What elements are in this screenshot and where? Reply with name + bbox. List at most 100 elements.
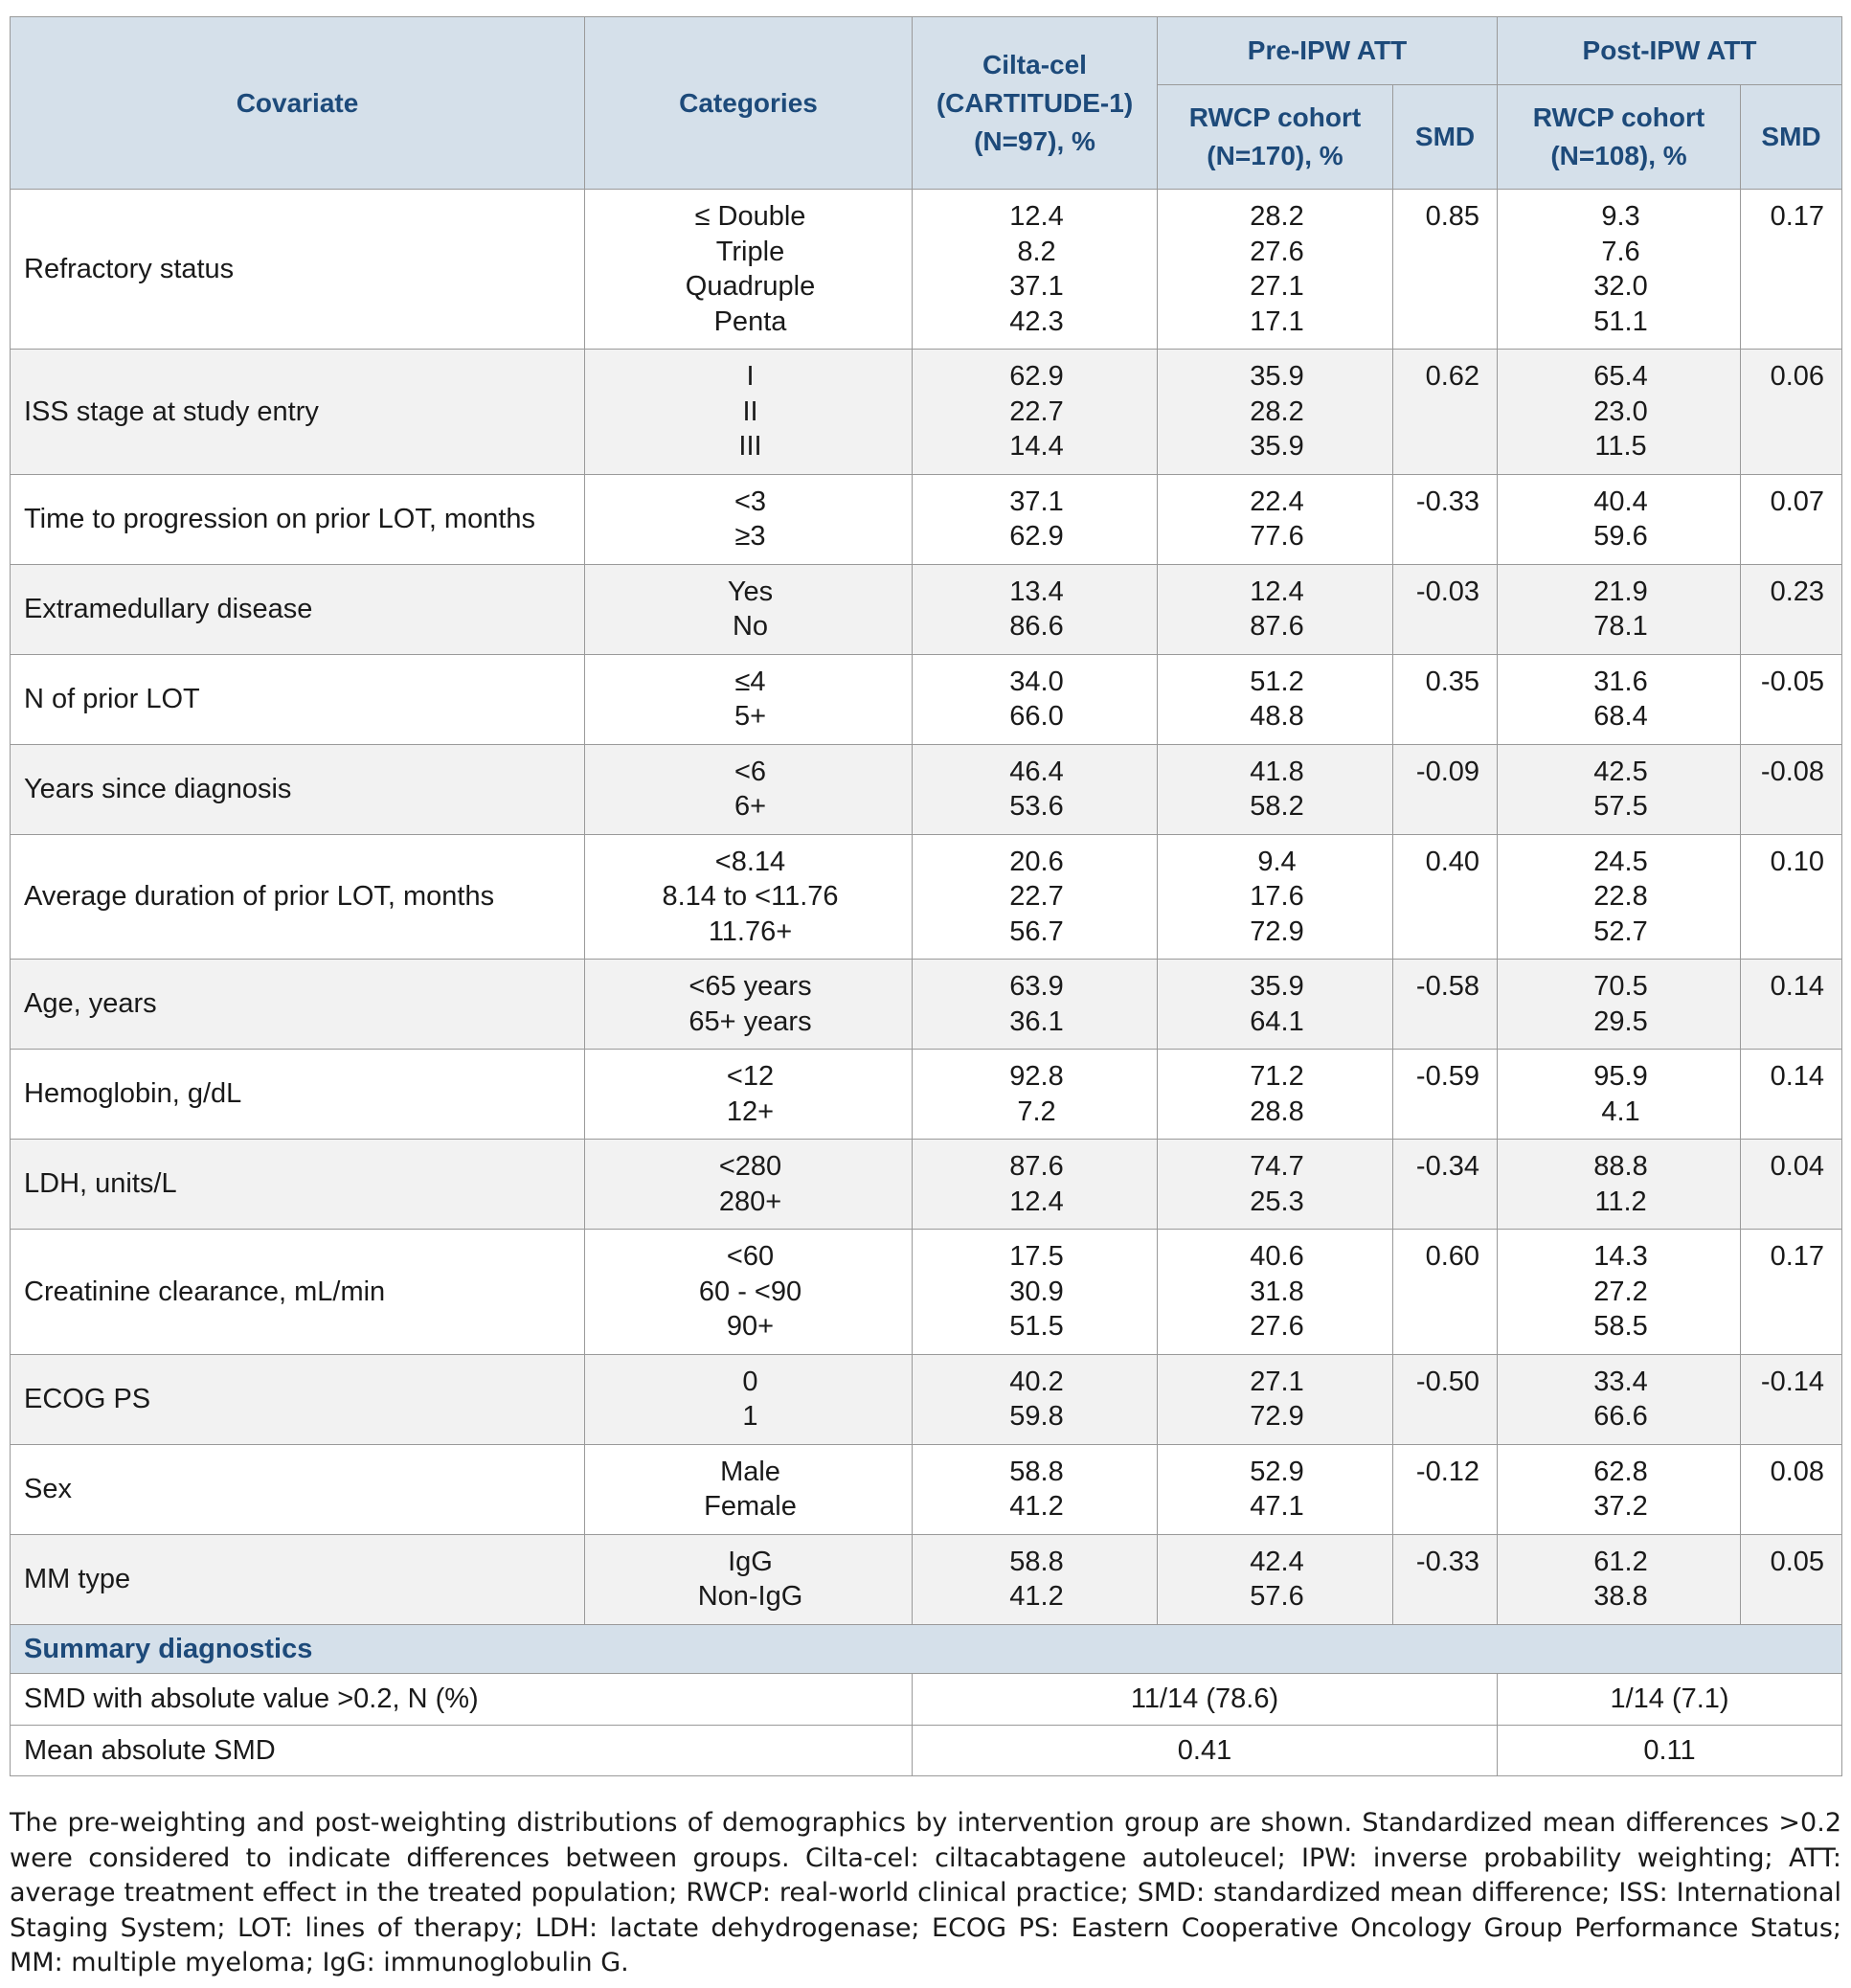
pre-rwcp-value-line: 35.9: [1250, 361, 1304, 392]
pre-rwcp-value-line: 28.2: [1250, 201, 1304, 232]
pre-smd-value: -0.33: [1391, 1533, 1499, 1625]
table-row: Time to progression on prior LOT, months…: [10, 473, 1843, 565]
ciltacel-value: 13.4 86.6: [912, 563, 1158, 655]
pre-smd-value: -0.34: [1391, 1139, 1499, 1230]
category-line: ≥3: [734, 521, 766, 552]
covariate-name: Years since diagnosis: [10, 743, 585, 835]
pre-rwcp-value-line: 17.6: [1250, 881, 1304, 912]
table-row: ISS stage at study entry I II III 62.9 22.7 14…: [10, 349, 1843, 475]
category-line: Non-IgG: [697, 1581, 803, 1612]
post-rwcp-value-line: 66.6: [1593, 1401, 1648, 1432]
post-smd-value: -0.08: [1740, 743, 1843, 835]
post-smd-value: -0.05: [1740, 653, 1843, 745]
category: <8.14 8.14 to <11.76 11.76+: [584, 833, 913, 960]
category: IgG Non-IgG: [584, 1533, 913, 1625]
ciltacel-value-line: 59.8: [1009, 1401, 1064, 1432]
ciltacel-value-line: 37.1: [1009, 486, 1064, 517]
ciltacel-value-line: 86.6: [1009, 611, 1064, 642]
ciltacel-value-line: 8.2: [1017, 236, 1056, 267]
post-smd-value: 0.06: [1740, 349, 1843, 475]
pre-rwcp-value: 42.4 57.6: [1157, 1533, 1393, 1625]
ciltacel-value-line: 62.9: [1009, 521, 1064, 552]
pre-rwcp-value-line: 42.4: [1250, 1546, 1304, 1577]
category: <65 years 65+ years: [584, 959, 913, 1050]
category-line: Triple: [715, 236, 785, 267]
pre-rwcp-value: 12.4 87.6: [1157, 563, 1393, 655]
pre-rwcp-value-line: 9.4: [1257, 846, 1297, 877]
category-line: 11.76+: [708, 915, 793, 947]
ciltacel-value: 20.6 22.7 56.7: [912, 833, 1158, 960]
covariate-balance-table: Covariate Categories Cilta-cel (CARTITUD…: [9, 16, 1843, 1776]
post-rwcp-value-line: 42.5: [1593, 756, 1648, 787]
pre-rwcp-value-line: 22.4: [1250, 486, 1304, 517]
table-row: Extramedullary disease Yes No 13.4 86.6 12.4 8…: [10, 563, 1843, 655]
pre-smd-value: 0.40: [1391, 833, 1499, 960]
post-rwcp-value-line: 32.0: [1593, 271, 1648, 302]
summary-pre-value: 11/14 (78.6): [911, 1673, 1499, 1726]
post-rwcp-value-line: 37.2: [1593, 1491, 1648, 1522]
category: Yes No: [584, 563, 913, 655]
covariate-name: Creatinine clearance, mL/min: [10, 1229, 585, 1355]
pre-rwcp-value: 71.2 28.8: [1157, 1049, 1393, 1140]
post-smd-value: 0.07: [1740, 473, 1843, 565]
post-rwcp-value-line: 61.2: [1593, 1546, 1648, 1577]
post-rwcp-value-line: 24.5: [1593, 846, 1648, 877]
post-rwcp-value: 88.8 11.2: [1497, 1139, 1742, 1230]
summary-post-value: 1/14 (7.1): [1497, 1673, 1843, 1726]
summary-row: SMD with absolute value >0.2, N (%) 11/1…: [10, 1673, 1843, 1726]
pre-rwcp-value-line: 87.6: [1250, 611, 1304, 642]
pre-rwcp-value: 51.2 48.8: [1157, 653, 1393, 745]
pre-rwcp-value-line: 35.9: [1250, 431, 1304, 462]
post-rwcp-value: 61.2 38.8: [1497, 1533, 1742, 1625]
table-row: Creatinine clearance, mL/min <60 60 - <90 9…: [10, 1229, 1843, 1355]
header-post-smd: SMD: [1740, 84, 1843, 190]
table-row: Sex Male Female 58.8 41.2 52.9 47.1 -0.12 62.8 37…: [10, 1443, 1843, 1535]
pre-rwcp-value-line: 25.3: [1250, 1186, 1304, 1217]
category: <280 280+: [584, 1139, 913, 1230]
pre-rwcp-value: 52.9 47.1: [1157, 1443, 1393, 1535]
summary-pre-value: 0.41: [911, 1724, 1499, 1776]
ciltacel-value: 17.5 30.9 51.5: [912, 1229, 1158, 1355]
pre-rwcp-value-line: 31.8: [1250, 1276, 1304, 1307]
category-line: Penta: [713, 305, 787, 337]
category: ≤4 5+: [584, 653, 913, 745]
covariate-name: Sex: [10, 1443, 585, 1535]
post-rwcp-value-line: 4.1: [1601, 1096, 1640, 1127]
header-pre-rwcp: RWCP cohort (N=170), %: [1157, 84, 1393, 190]
post-rwcp-value-line: 52.7: [1593, 915, 1648, 947]
category-line: ≤ Double: [694, 201, 806, 232]
header-pre-smd: SMD: [1391, 84, 1499, 190]
summary-label: SMD with absolute value >0.2, N (%): [10, 1673, 913, 1726]
post-rwcp-value-line: 9.3: [1601, 201, 1640, 232]
covariate-name: Time to progression on prior LOT, months: [10, 473, 585, 565]
pre-smd-value: -0.09: [1391, 743, 1499, 835]
pre-rwcp-value-line: 27.6: [1250, 236, 1304, 267]
category-line: Female: [704, 1491, 797, 1522]
post-rwcp-value: 14.3 27.2 58.5: [1497, 1229, 1742, 1355]
header-covariate: Covariate: [10, 16, 585, 190]
category-line: <65 years: [688, 971, 812, 1002]
summary-post-value: 0.11: [1497, 1724, 1843, 1776]
pre-smd-value: -0.59: [1391, 1049, 1499, 1140]
pre-rwcp-value-line: 41.8: [1250, 756, 1304, 787]
post-rwcp-value-line: 22.8: [1593, 881, 1648, 912]
ciltacel-value-line: 12.4: [1009, 1186, 1064, 1217]
ciltacel-value: 46.4 53.6: [912, 743, 1158, 835]
post-smd-value: 0.23: [1740, 563, 1843, 655]
covariate-name: LDH, units/L: [10, 1139, 585, 1230]
pre-rwcp-value-line: 27.1: [1250, 1366, 1304, 1397]
post-rwcp-value: 24.5 22.8 52.7: [1497, 833, 1742, 960]
post-rwcp-value-line: 38.8: [1593, 1581, 1648, 1612]
ciltacel-value-line: 30.9: [1009, 1276, 1064, 1307]
pre-smd-value: 0.85: [1391, 189, 1499, 350]
post-rwcp-value-line: 29.5: [1593, 1005, 1648, 1037]
post-rwcp-value-line: 58.5: [1593, 1311, 1648, 1342]
pre-smd-value: 0.35: [1391, 653, 1499, 745]
category-line: II: [742, 395, 758, 427]
category-line: IgG: [728, 1546, 773, 1577]
post-rwcp-value: 9.3 7.6 32.0 51.1: [1497, 189, 1742, 350]
pre-rwcp-value-line: 40.6: [1250, 1241, 1304, 1272]
post-rwcp-value-line: 88.8: [1593, 1151, 1648, 1182]
ciltacel-value: 92.8 7.2: [912, 1049, 1158, 1140]
